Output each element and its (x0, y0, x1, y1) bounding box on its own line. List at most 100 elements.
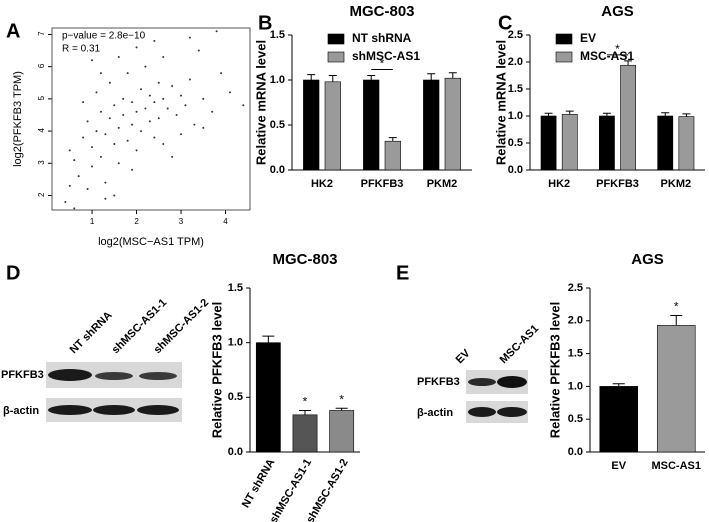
band (497, 376, 527, 388)
point (113, 194, 116, 197)
bar (444, 77, 461, 171)
error-bar (299, 409, 311, 415)
error-bar (661, 112, 670, 116)
y-tick-label: 2.5 (568, 282, 583, 294)
point (184, 104, 187, 107)
y-axis-label: Relative PFKFB3 level (209, 302, 224, 439)
y-tick-label: 3 (37, 160, 46, 165)
point (162, 142, 165, 145)
point (108, 117, 111, 120)
point (126, 139, 129, 142)
y-tick-label: 0.0 (568, 446, 583, 458)
point (95, 91, 98, 94)
error-bar (307, 74, 316, 80)
error-bar (612, 383, 625, 387)
y-tick-label: 0.5 (270, 119, 285, 131)
legend-label: MSC-AS1 (580, 49, 634, 63)
point (131, 168, 134, 171)
point (175, 113, 178, 116)
point (108, 81, 111, 84)
y-tick-label: 1.5 (568, 348, 583, 360)
point (104, 197, 107, 200)
y-tick-label: 6 (37, 63, 46, 68)
y-tick-label: 0.5 (508, 137, 523, 149)
band (95, 372, 133, 380)
legend-swatch (327, 51, 345, 63)
point (215, 30, 218, 33)
bar (384, 140, 401, 171)
point (166, 107, 169, 110)
bar (561, 114, 578, 171)
annotation: R = 0.31 (62, 44, 101, 55)
significance-label: * (303, 395, 308, 409)
point (202, 126, 205, 129)
y-tick-label: 0.5 (568, 413, 583, 425)
point (131, 101, 134, 104)
point (117, 162, 120, 165)
lane-label: EV (454, 347, 473, 366)
point (171, 84, 174, 87)
point (104, 181, 107, 184)
legend-label: shMSC-AS1 (352, 49, 420, 63)
bar (329, 410, 355, 453)
band (139, 372, 177, 380)
y-axis-label: Relative mRNA level (253, 40, 268, 165)
band (468, 378, 496, 386)
point (180, 94, 183, 97)
point (99, 72, 102, 75)
panel-label: B (258, 12, 272, 34)
point (188, 78, 191, 81)
y-tick-label: 1.5 (228, 282, 243, 294)
significance-label: * (339, 392, 344, 406)
x-tick-label: PFKFB3 (596, 178, 639, 190)
x-tick-label: PKM2 (661, 178, 692, 190)
point (242, 104, 245, 107)
error-bar (328, 75, 337, 82)
y-tick-label: 1.0 (228, 337, 243, 349)
point (122, 97, 125, 100)
point (148, 94, 151, 97)
point (202, 97, 205, 100)
significance-label: * (615, 42, 620, 56)
y-tick-label: 0.0 (228, 446, 243, 458)
significance-label: * (380, 57, 385, 71)
y-tick-label: 2.5 (508, 29, 523, 41)
x-tick-label: 3 (179, 217, 184, 226)
point (135, 149, 138, 152)
error-bar (544, 112, 553, 116)
lane-label: NT shRNA (68, 309, 115, 356)
point (180, 133, 183, 136)
legend-label: NT shRNA (352, 31, 412, 45)
point (113, 104, 116, 107)
x-tick-label: HK2 (311, 178, 333, 190)
point (104, 133, 107, 136)
legend-swatch (555, 33, 573, 45)
y-tick-label: 1.0 (568, 380, 583, 392)
point (153, 39, 156, 42)
point (73, 207, 76, 210)
error-bar (262, 335, 275, 343)
point (91, 165, 94, 168)
annotation: p−value = 2.8e−10 (62, 31, 146, 42)
row-label: β-actin (417, 407, 453, 419)
y-tick-label: 4 (37, 128, 46, 133)
bar (303, 79, 320, 171)
error-bar (682, 113, 691, 117)
point (82, 136, 85, 139)
point (86, 188, 89, 191)
chart-title: MGC-803 (272, 251, 337, 268)
y-tick-label: 2.0 (568, 315, 583, 327)
bar (255, 342, 281, 453)
point (77, 175, 80, 178)
point (122, 113, 125, 116)
point (113, 142, 116, 145)
significance-label: * (674, 300, 679, 314)
error-bar (624, 60, 633, 66)
row-label: PFKFB3 (417, 376, 460, 388)
error-bar (602, 112, 611, 116)
point (144, 107, 147, 110)
panel-label: C (498, 12, 512, 34)
legend-swatch (327, 33, 345, 45)
band (468, 407, 496, 417)
point (162, 97, 165, 100)
